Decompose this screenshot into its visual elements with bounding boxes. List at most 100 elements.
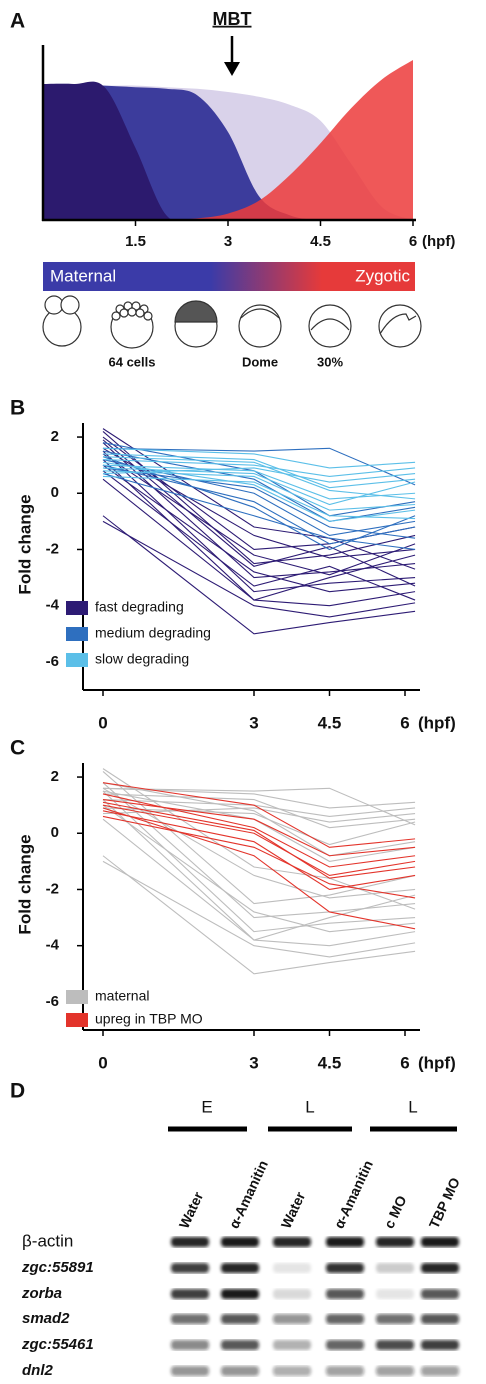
gel-band <box>421 1366 459 1376</box>
y-tick-label: 2 <box>51 428 59 445</box>
y-tick-label: 2 <box>51 768 59 785</box>
gel-band <box>171 1340 209 1350</box>
gel-band <box>273 1314 311 1324</box>
gel-band <box>326 1289 364 1299</box>
y-tick-label: -2 <box>46 540 59 557</box>
gel-band <box>376 1314 414 1324</box>
data-line <box>102 447 416 469</box>
legend-label: medium degrading <box>95 625 211 641</box>
bar-label-zygotic: Zygotic <box>355 266 410 285</box>
data-line <box>102 782 416 848</box>
data-line <box>102 790 416 862</box>
data-line <box>102 467 416 483</box>
gel-band <box>376 1340 414 1350</box>
x-tick-label: 6 <box>409 233 417 250</box>
gel-band <box>273 1289 311 1299</box>
gel-band <box>221 1340 259 1350</box>
bar-label-maternal: Maternal <box>50 266 116 285</box>
legend-swatch <box>66 627 88 641</box>
y-tick-label: -6 <box>46 993 59 1010</box>
data-line <box>102 793 416 868</box>
data-line <box>102 464 416 593</box>
stage-label: Dome <box>242 354 278 369</box>
data-line <box>102 450 416 522</box>
data-line <box>102 464 416 545</box>
lane-label: α-Amanitin <box>226 1158 271 1231</box>
gel-band <box>376 1263 414 1273</box>
y-tick-label: -6 <box>46 653 59 670</box>
gel-band <box>421 1263 459 1273</box>
data-line <box>102 459 416 536</box>
panel-label: A <box>10 10 25 33</box>
legend-label: maternal <box>95 988 149 1004</box>
gel-band <box>376 1237 414 1247</box>
x-tick-label: 4.5 <box>318 1053 342 1072</box>
y-axis-label: Fold change <box>15 494 34 594</box>
lane-label: Water <box>278 1189 309 1231</box>
gel-band <box>421 1289 459 1299</box>
legend-swatch <box>66 990 88 1004</box>
data-line <box>102 520 416 618</box>
data-line <box>102 464 416 500</box>
x-axis-label: (hpf) <box>422 233 455 250</box>
data-line <box>102 804 416 933</box>
x-tick-label: 6 <box>400 1053 409 1072</box>
gene-label: dnl2 <box>22 1362 53 1379</box>
x-tick-label: 6 <box>400 713 409 732</box>
data-line <box>102 431 416 565</box>
stage-label: 30% <box>317 354 343 369</box>
group-label: E <box>201 1097 212 1116</box>
gel-band <box>171 1237 209 1247</box>
legend-swatch <box>66 1013 88 1027</box>
data-line <box>102 475 416 520</box>
data-line <box>102 515 416 635</box>
data-line <box>102 458 416 477</box>
legend-label: slow degrading <box>95 651 189 667</box>
data-line <box>102 787 416 826</box>
gel-band <box>221 1289 259 1299</box>
gene-label: smad2 <box>22 1310 70 1327</box>
x-tick-label: 0 <box>98 1053 107 1072</box>
data-line <box>102 456 416 551</box>
gel-band <box>273 1263 311 1273</box>
x-tick-label: 0 <box>98 713 107 732</box>
gel-band <box>326 1314 364 1324</box>
x-tick-label: 4.5 <box>310 233 331 250</box>
area <box>43 60 413 220</box>
data-line <box>102 456 416 500</box>
gel-band <box>326 1263 364 1273</box>
data-line <box>102 798 416 857</box>
gene-label: zgc:55891 <box>21 1259 94 1276</box>
data-line <box>102 470 416 601</box>
data-line <box>102 453 416 576</box>
group-label: L <box>305 1097 314 1116</box>
panel-label: D <box>10 1080 25 1103</box>
y-tick-label: 0 <box>51 824 59 841</box>
gene-label: zorba <box>21 1285 62 1302</box>
data-line <box>102 807 416 930</box>
gel-band <box>376 1289 414 1299</box>
gene-label: β-actin <box>22 1231 73 1250</box>
data-line <box>102 798 416 817</box>
data-line <box>102 442 416 579</box>
gel-band <box>171 1289 209 1299</box>
annotation-mbt: MBT <box>213 9 252 29</box>
data-line <box>102 818 416 941</box>
panel-label: C <box>10 737 25 760</box>
legend-label: upreg in TBP MO <box>95 1011 203 1027</box>
x-axis-label: (hpf) <box>418 1053 456 1072</box>
x-axis-label: (hpf) <box>418 713 456 732</box>
gel-band <box>273 1366 311 1376</box>
data-line <box>102 799 416 947</box>
x-tick-label: 3 <box>249 713 258 732</box>
gel-band <box>376 1366 414 1376</box>
data-line <box>102 801 416 879</box>
data-line <box>102 450 416 593</box>
gel-band <box>221 1263 259 1273</box>
gel-band <box>221 1237 259 1247</box>
legend-swatch <box>66 601 88 615</box>
group-label: L <box>408 1097 417 1116</box>
x-tick-label: 3 <box>224 233 232 250</box>
gel-band <box>421 1237 459 1247</box>
